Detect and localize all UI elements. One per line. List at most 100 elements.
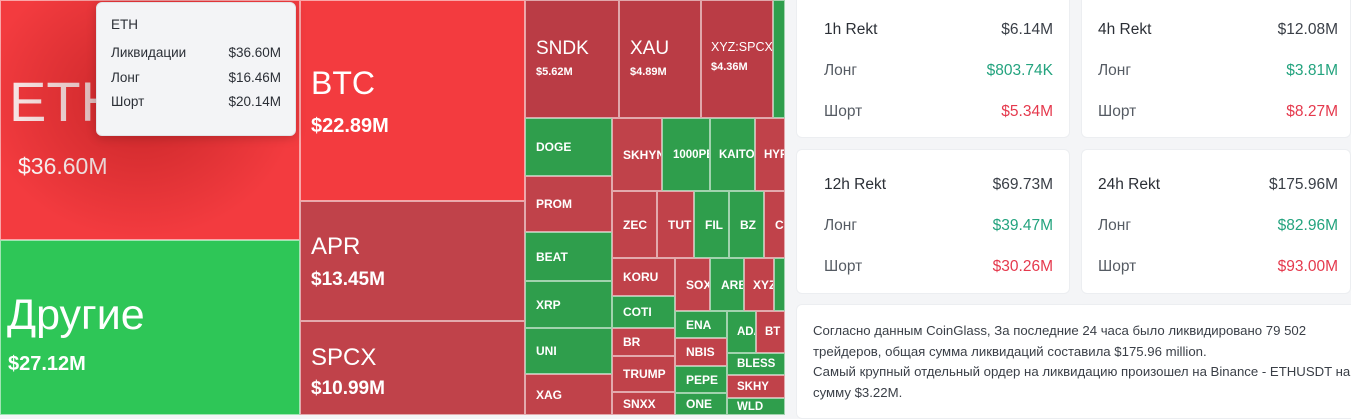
- treemap-cell-xau[interactable]: XAU $4.89M: [619, 0, 701, 118]
- treemap-cell-bz[interactable]: BZ: [729, 191, 764, 258]
- card-long-row: Лонг $3.81M: [1098, 62, 1338, 80]
- treemap-cell-br[interactable]: BR: [612, 328, 675, 356]
- treemap-cell-xyzspcx[interactable]: XYZ:SPCX $4.36M: [701, 0, 773, 118]
- card-header: 24h Rekt $175.96M: [1098, 176, 1338, 194]
- treemap-cell-unlabeled[interactable]: [773, 0, 785, 118]
- cell-symbol: BT: [765, 326, 781, 338]
- treemap-cell-other[interactable]: Другие $27.12M: [0, 240, 300, 415]
- treemap-cell-coti[interactable]: COTI: [612, 296, 675, 328]
- short-value: $8.27M: [1286, 103, 1338, 120]
- cell-symbol: WLD: [737, 401, 764, 413]
- tooltip-row-long: Лонг $16.46M: [111, 70, 281, 95]
- card-short-row: Шорт $93.00M: [1098, 258, 1338, 276]
- cell-symbol: ONE: [686, 397, 713, 411]
- summary-line-1: Согласно данным CoinGlass, За последние …: [813, 323, 1307, 359]
- treemap-cell-kaito[interactable]: KAITO: [710, 118, 755, 191]
- treemap-cell-fil[interactable]: FIL: [694, 191, 729, 258]
- treemap-cell-skhyn[interactable]: SKHYN: [612, 118, 662, 191]
- tooltip-label: Лонг: [111, 69, 140, 85]
- card-1h-rekt: 1h Rekt $6.14M Лонг $803.74K Шорт $5.34M: [796, 0, 1070, 138]
- long-label: Лонг: [824, 217, 858, 234]
- treemap-cell-sox[interactable]: SOX: [675, 258, 710, 311]
- cell-symbol: COTI: [623, 305, 652, 319]
- long-value: $803.74K: [986, 62, 1053, 79]
- cell-symbol: CV: [775, 217, 784, 232]
- treemap-cell-koru[interactable]: KORU: [612, 258, 675, 296]
- cell-symbol: ENA: [686, 317, 712, 332]
- cell-symbol: UNI: [536, 344, 557, 358]
- card-12h-rekt: 12h Rekt $69.73M Лонг $39.47M Шорт $30.2…: [796, 149, 1070, 294]
- cell-symbol: ARB: [721, 277, 743, 292]
- treemap-cell-apr[interactable]: APR $13.45M: [300, 201, 525, 321]
- cell-symbol: SPCX: [311, 344, 377, 371]
- card-24h-rekt: 24h Rekt $175.96M Лонг $82.96M Шорт $93.…: [1081, 149, 1351, 294]
- treemap-cell-ada[interactable]: ADA: [727, 311, 756, 353]
- liquidation-treemap: ETH $36.60M Другие $27.12M BTC $22.89M A…: [0, 0, 785, 415]
- cell-symbol: XAG: [536, 387, 563, 402]
- card-total: $12.08M: [1277, 21, 1338, 38]
- treemap-cell-unlabeled[interactable]: [774, 258, 785, 311]
- treemap-cell-wld[interactable]: WLD: [727, 398, 785, 415]
- treemap-cell-bless[interactable]: BLESS: [727, 353, 785, 375]
- treemap-cell-ena[interactable]: ENA: [675, 311, 727, 338]
- cell-symbol: KORU: [623, 270, 659, 284]
- long-value: $3.81M: [1286, 62, 1338, 79]
- cell-value: $4.89M: [630, 66, 667, 78]
- treemap-cell-trump[interactable]: TRUMP: [612, 356, 675, 392]
- cell-value: $4.36M: [711, 61, 748, 73]
- short-label: Шорт: [1098, 258, 1137, 275]
- treemap-cell-zec[interactable]: ZEC: [612, 191, 657, 258]
- long-value: $82.96M: [1277, 217, 1338, 234]
- cell-symbol: 1000PE: [673, 148, 710, 161]
- cell-symbol: XYZ:SPCX: [711, 40, 773, 54]
- cell-symbol: BZ: [740, 217, 756, 232]
- treemap-cell-xag[interactable]: XAG: [525, 374, 612, 415]
- treemap-cell-uni[interactable]: UNI: [525, 328, 612, 374]
- treemap-cell-tut[interactable]: TUT: [657, 191, 694, 258]
- short-value: $30.26M: [992, 258, 1053, 275]
- cell-symbol: BEAT: [536, 249, 568, 264]
- tooltip-value: $36.60M: [228, 45, 281, 60]
- cell-symbol: TUT: [668, 217, 692, 232]
- cell-symbol: BLESS: [737, 358, 776, 370]
- treemap-cell-hyp[interactable]: HYP: [755, 118, 785, 191]
- long-value: $39.47M: [992, 217, 1053, 234]
- treemap-cell-skhy[interactable]: SKHY: [727, 375, 785, 398]
- cell-symbol: XAU: [630, 38, 670, 59]
- short-label: Шорт: [824, 258, 863, 275]
- card-title: 12h Rekt: [824, 176, 887, 193]
- cell-symbol: KAITO: [719, 148, 755, 161]
- treemap-cell-nbis[interactable]: NBIS: [675, 338, 727, 366]
- treemap-cell-bt[interactable]: BT: [756, 311, 785, 353]
- treemap-cell-beat[interactable]: BEAT: [525, 232, 612, 281]
- card-total: $175.96M: [1269, 176, 1338, 193]
- tooltip-value: $20.14M: [228, 94, 281, 109]
- treemap-cell-cv[interactable]: CV: [764, 191, 785, 258]
- long-label: Лонг: [824, 62, 858, 79]
- cell-symbol: SOX: [686, 277, 710, 292]
- treemap-cell-prom[interactable]: PROM: [525, 176, 612, 232]
- cell-symbol: SKHYN: [623, 147, 662, 162]
- treemap-cell-one[interactable]: ONE: [675, 393, 727, 415]
- treemap-cell-xyz[interactable]: XYZ: [744, 258, 774, 311]
- cell-symbol: PEPE: [686, 372, 719, 387]
- tooltip-label: Шорт: [111, 94, 145, 109]
- cell-value: $22.89M: [311, 115, 389, 137]
- treemap-cell-arb[interactable]: ARB: [710, 258, 744, 311]
- treemap-cell-btc[interactable]: BTC $22.89M: [300, 0, 525, 201]
- cell-symbol: SNXX: [623, 396, 656, 411]
- cell-symbol: Другие: [7, 291, 145, 339]
- cell-symbol: PROM: [536, 197, 572, 211]
- cell-symbol: HYP: [764, 148, 784, 161]
- treemap-cell-pepe[interactable]: PEPE: [675, 366, 727, 393]
- treemap-cell-spcx[interactable]: SPCX $10.99M: [300, 321, 525, 415]
- treemap-cell-xrp[interactable]: XRP: [525, 281, 612, 328]
- cell-symbol: XYZ: [753, 277, 773, 292]
- treemap-cell-1000pe[interactable]: 1000PE: [662, 118, 710, 191]
- card-short-row: Шорт $30.26M: [824, 258, 1053, 276]
- cell-value: $10.99M: [311, 378, 385, 399]
- card-long-row: Лонг $39.47M: [824, 217, 1053, 235]
- treemap-cell-sndk[interactable]: SNDK $5.62M: [525, 0, 619, 118]
- treemap-cell-doge[interactable]: DOGE: [525, 118, 612, 176]
- treemap-cell-snxx[interactable]: SNXX: [612, 392, 675, 415]
